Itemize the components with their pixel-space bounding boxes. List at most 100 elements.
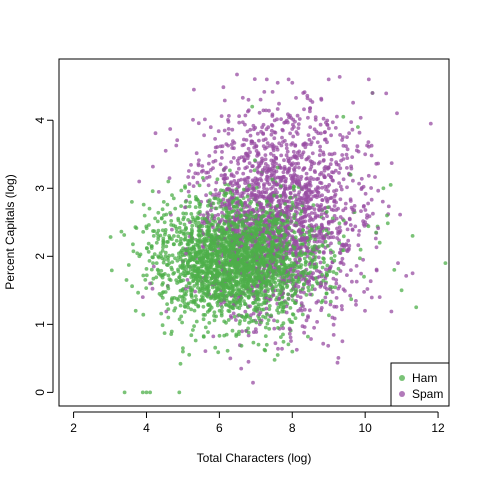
data-point-ham [265,226,270,231]
data-point-ham [176,269,181,274]
data-point-ham [195,216,200,221]
data-point-ham [180,266,185,271]
data-point-spam [351,100,355,105]
data-point-ham [231,285,236,290]
data-point-ham [249,259,253,263]
data-point-ham [291,312,296,317]
data-point-ham [201,334,206,339]
data-point-spam [262,183,266,188]
data-point-spam [299,174,304,179]
data-point-spam [191,117,195,122]
data-point-spam [284,210,289,214]
data-point-ham [228,305,233,310]
data-point-spam [352,208,357,213]
data-point-ham [188,268,193,272]
data-point-spam [345,249,350,254]
data-point-ham [217,333,222,338]
data-point-spam [298,273,303,278]
data-point-ham [184,284,189,288]
data-point-ham [273,235,277,239]
data-point-spam [322,175,327,179]
data-point-spam [310,160,314,164]
data-point-ham [210,213,215,218]
data-point-ham [300,287,305,292]
data-point-ham [245,213,250,218]
data-point-ham [198,209,202,214]
data-point-ham [156,268,161,273]
data-point-spam [266,125,271,130]
data-point-spam [204,170,209,175]
data-point-spam [384,91,389,96]
data-point-spam [319,171,324,175]
data-point-ham [308,252,313,256]
data-point-spam [323,295,328,300]
data-point-ham [197,289,202,294]
data-point-ham [230,254,235,259]
data-point-ham [252,261,257,265]
data-point-spam [297,117,302,121]
data-point-ham [292,184,296,189]
data-point-ham [247,283,251,288]
data-point-ham [254,243,259,248]
data-point-spam [239,366,244,371]
data-point-ham [166,179,171,184]
data-point-ham [218,265,223,269]
data-point-spam [257,138,261,143]
data-point-ham [276,278,281,283]
data-point-spam [266,202,271,207]
data-point-ham [249,227,254,232]
data-point-ham [277,229,282,234]
data-point-ham [285,285,289,289]
data-point-spam [268,297,273,302]
data-point-ham [239,207,243,212]
data-point-ham [195,250,200,255]
data-point-ham [251,340,256,345]
data-point-ham [268,231,272,236]
data-point-ham [257,237,262,241]
y-axis-title: Percent Capitals (log) [3,174,17,289]
data-point-spam [255,210,260,214]
data-point-spam [251,123,256,128]
data-point-ham [220,295,225,300]
data-point-ham [270,213,274,218]
x-tick-label: 12 [431,421,445,435]
data-point-spam [260,194,265,199]
data-point-ham [268,265,272,269]
data-point-spam [293,193,297,198]
data-point-spam [156,190,161,194]
data-point-ham [224,282,229,287]
data-point-spam [309,175,313,180]
data-point-spam [222,177,227,182]
data-point-spam [330,219,335,224]
data-point-ham [206,330,210,334]
data-point-ham [219,237,224,242]
data-point-ham [274,284,278,289]
data-point-spam [329,250,333,255]
data-point-ham [286,279,291,284]
data-point-ham [141,312,146,317]
y-tick-label: 2 [33,253,47,260]
data-point-ham [292,246,297,251]
data-point-ham [187,204,192,209]
data-point-ham [230,209,235,214]
data-point-ham [159,216,164,220]
data-point-ham [326,231,331,235]
data-point-spam [366,140,371,145]
data-point-ham [177,317,182,322]
data-point-spam [293,173,298,178]
data-point-spam [317,153,322,158]
data-point-ham [201,317,206,322]
data-point-spam [331,178,335,183]
data-point-spam [340,307,344,312]
data-point-spam [341,287,346,292]
data-point-ham [208,191,213,196]
data-point-ham [261,269,266,273]
data-point-spam [287,251,292,256]
data-point-ham [268,281,272,285]
data-point-ham [195,243,200,248]
data-point-spam [329,195,334,200]
data-point-ham [308,265,313,269]
data-point-ham [160,207,165,212]
data-point-ham [258,250,263,255]
